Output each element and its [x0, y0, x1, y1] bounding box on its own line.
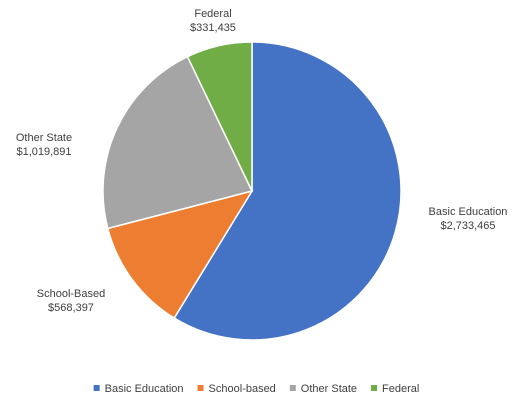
legend-item-school-based: School-based [197, 383, 276, 395]
legend-swatch-school-based [197, 385, 204, 391]
data-label-name-other-state: Other State [16, 132, 72, 144]
data-label-value-other-state: $1,019,891 [16, 146, 71, 158]
data-label-name-school-based: School-Based [37, 288, 106, 300]
data-label-name-federal: Federal [194, 8, 231, 20]
data-label-value-school-based: $568,397 [48, 302, 94, 314]
chart-legend: Basic Education School-based Other State Fe… [93, 383, 419, 395]
legend-item-federal: Federal [371, 383, 419, 395]
data-label-value-federal: $331,435 [190, 22, 236, 34]
legend-item-basic-education: Basic Education [93, 383, 184, 395]
pie-slice-federal [186, 41, 253, 192]
legend-label-other-state: Other State [301, 383, 357, 395]
legend-label-federal: Federal [382, 383, 419, 395]
pie-slices [102, 41, 402, 341]
pie-slice-basic-education [173, 41, 402, 341]
legend-swatch-basic-education [93, 385, 100, 391]
legend-swatch-federal [371, 385, 378, 391]
legend-item-other-state: Other State [289, 383, 357, 395]
pie-slice-school-based [106, 189, 254, 320]
data-label-name-basic-education: Basic Education [429, 206, 508, 218]
legend-label-basic-education: Basic Education [105, 383, 184, 395]
data-labels: Basic Education $2,733,465 School-Based $56… [16, 8, 508, 314]
data-label-value-basic-education: $2,733,465 [440, 220, 495, 232]
pie-slice-other-state [102, 55, 254, 230]
legend-label-school-based: School-based [209, 383, 276, 395]
legend-swatch-other-state [289, 385, 296, 391]
